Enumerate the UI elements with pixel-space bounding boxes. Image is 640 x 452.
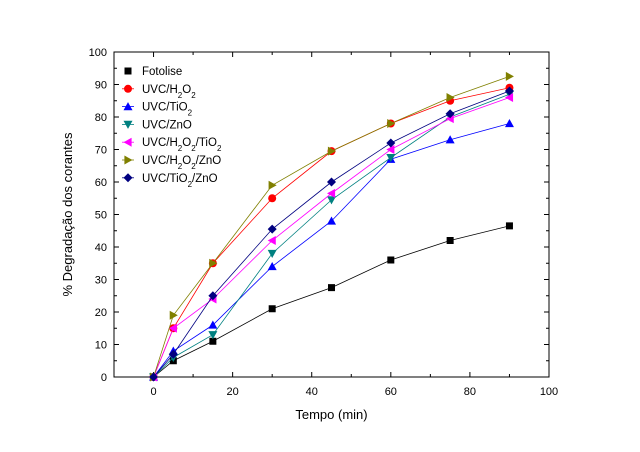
x-tick-label: 20 xyxy=(227,386,239,398)
data-point xyxy=(209,337,217,345)
legend-item: UVC/H2O2 xyxy=(122,84,196,100)
data-point xyxy=(267,236,276,245)
y-tick-label: 50 xyxy=(95,210,107,222)
data-point xyxy=(327,177,336,187)
data-point xyxy=(327,146,336,156)
data-point xyxy=(168,323,177,333)
legend-marker xyxy=(123,173,133,183)
legend-label: UVC/H2O2/TiO2 xyxy=(142,137,222,153)
data-point xyxy=(387,256,395,264)
legend-label: UVC/TiO2 xyxy=(142,102,193,118)
series-line xyxy=(153,87,510,378)
series-7 xyxy=(149,86,514,382)
data-point xyxy=(268,194,277,203)
data-point xyxy=(386,145,395,154)
series-2 xyxy=(149,83,514,381)
series-line xyxy=(153,225,510,378)
legend-item: UVC/H2O2/ZnO xyxy=(122,155,221,171)
data-point xyxy=(505,222,513,230)
data-point xyxy=(149,372,159,382)
legend-marker xyxy=(124,155,133,165)
data-point xyxy=(327,216,336,225)
data-point xyxy=(328,284,335,292)
legend-marker xyxy=(123,102,133,111)
legend-label: UVC/ZnO xyxy=(142,119,192,131)
legend-item: UVC/H2O2/TiO2 xyxy=(122,137,222,153)
legend-marker xyxy=(124,67,132,75)
legend-marker xyxy=(124,84,132,93)
y-tick-label: 80 xyxy=(95,112,107,124)
data-point xyxy=(168,349,178,359)
data-point xyxy=(267,249,277,258)
series-layer xyxy=(149,71,514,382)
x-tick-label: 60 xyxy=(385,386,397,398)
y-axis-title: % Degradação dos corantes xyxy=(60,132,75,297)
data-point xyxy=(504,86,514,96)
y-tick-label: 40 xyxy=(95,242,107,254)
data-point xyxy=(267,262,277,271)
y-tick-label: 100 xyxy=(89,47,107,59)
series-4 xyxy=(149,90,514,382)
data-point xyxy=(208,291,218,301)
axes: 0 20 40 60 80 100 0 10 20 30 40 50 60 70 80 90 100 xyxy=(89,47,559,398)
y-tick-label: 0 xyxy=(101,372,107,384)
data-point xyxy=(504,93,514,102)
legend-label: UVC/H2O2 xyxy=(142,84,196,100)
data-point xyxy=(209,258,218,268)
legend-label: UVC/TiO2/ZnO xyxy=(142,173,218,189)
y-tick-label: 20 xyxy=(95,307,107,319)
y-tick-label: 70 xyxy=(95,145,107,157)
x-axis-title: Tempo (min) xyxy=(295,407,367,422)
series-line xyxy=(153,123,510,378)
data-point xyxy=(505,71,514,81)
x-tick-label: 40 xyxy=(306,386,318,398)
legend-marker xyxy=(123,137,132,147)
data-point xyxy=(386,154,396,163)
data-point xyxy=(268,180,277,190)
y-tick-label: 10 xyxy=(95,340,107,352)
data-point xyxy=(267,224,277,234)
y-tick-label: 30 xyxy=(95,275,107,287)
series-line xyxy=(153,75,510,378)
x-tick-label: 0 xyxy=(150,386,156,398)
data-point xyxy=(327,196,336,205)
x-tick-label: 100 xyxy=(540,386,558,398)
data-point xyxy=(445,109,455,119)
legend-marker xyxy=(123,120,133,129)
y-tick-label: 60 xyxy=(95,177,107,189)
series-1 xyxy=(150,222,513,381)
series-6 xyxy=(149,71,514,382)
legend-item: Fotolise xyxy=(124,66,182,78)
legend-item: UVC/TiO2 xyxy=(122,102,193,118)
data-point xyxy=(504,119,514,128)
legend-label: UVC/H2O2/ZnO xyxy=(142,155,221,171)
y-tick-label: 90 xyxy=(95,80,107,92)
series-line xyxy=(153,90,510,378)
data-point xyxy=(386,138,396,148)
legend-label: Fotolise xyxy=(142,66,182,78)
data-point xyxy=(268,305,276,313)
data-point xyxy=(446,237,454,244)
data-point xyxy=(446,93,455,102)
data-point xyxy=(327,188,336,198)
legend-item: UVC/TiO2/ZnO xyxy=(122,173,218,189)
data-point xyxy=(208,331,218,340)
series-line xyxy=(153,97,510,378)
data-point xyxy=(445,135,455,144)
data-point xyxy=(208,320,218,329)
data-point xyxy=(387,119,396,128)
x-tick-label: 80 xyxy=(464,386,476,398)
data-point xyxy=(169,310,178,320)
legend-item: UVC/ZnO xyxy=(122,119,192,131)
